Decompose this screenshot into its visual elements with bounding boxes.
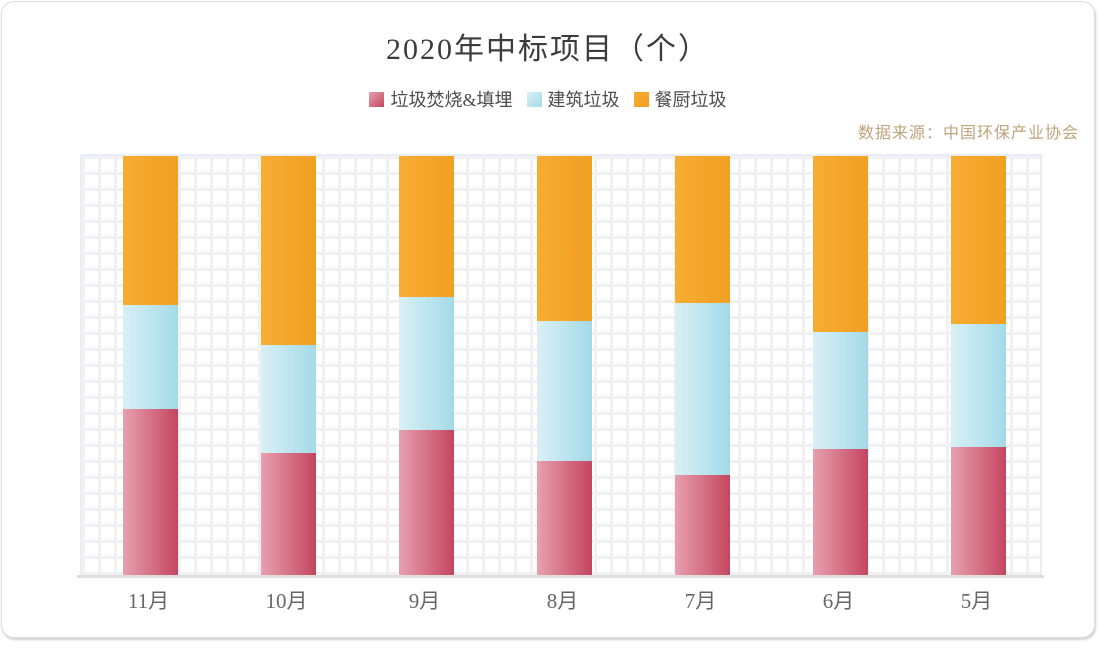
bar-segment-建筑垃圾[interactable] (261, 344, 316, 454)
bar-segment-建筑垃圾[interactable] (537, 321, 592, 462)
data-source-note: 数据来源：中国环保产业协会 (857, 125, 1079, 142)
x-axis-label-8月: 8月 (546, 589, 579, 613)
legend-item-construction-waste[interactable]: 建筑垃圾 (526, 86, 620, 112)
plot-area (80, 154, 1042, 575)
legend-item-kitchen-waste[interactable]: 餐厨垃圾 (633, 86, 727, 112)
legend-label: 建筑垃圾 (547, 90, 620, 110)
legend: 垃圾焚烧&填埋 建筑垃圾 餐厨垃圾 (2, 86, 1094, 112)
bar-10月[interactable] (261, 156, 316, 575)
bar-segment-垃圾焚烧&填埋[interactable] (399, 430, 454, 575)
bar-segment-餐厨垃圾[interactable] (537, 156, 592, 322)
chart-title: 2020年中标项目（个） (386, 33, 710, 66)
legend-swatch-kitchen-waste (633, 91, 649, 107)
x-axis-label-5月: 5月 (960, 589, 993, 613)
x-axis-label-10月: 10月 (265, 589, 308, 613)
bar-segment-垃圾焚烧&填埋[interactable] (813, 449, 868, 575)
legend-swatch-construction-waste (526, 91, 542, 107)
bar-segment-建筑垃圾[interactable] (675, 302, 730, 476)
bar-segment-建筑垃圾[interactable] (951, 324, 1006, 447)
x-axis-label-11月: 11月 (127, 589, 170, 613)
bar-segment-餐厨垃圾[interactable] (261, 156, 316, 345)
legend-swatch-incineration-landfill (369, 91, 385, 107)
bar-segment-垃圾焚烧&填埋[interactable] (261, 453, 316, 575)
chart-card: 2020年中标项目（个） 垃圾焚烧&填埋 建筑垃圾 餐厨垃圾 数据来源：中国环保… (1, 1, 1095, 638)
legend-label: 垃圾焚烧&填埋 (390, 90, 513, 110)
bar-segment-餐厨垃圾[interactable] (951, 156, 1006, 325)
bar-segment-餐厨垃圾[interactable] (399, 156, 454, 297)
bar-5月[interactable] (951, 156, 1006, 575)
bar-segment-垃圾焚烧&填埋[interactable] (675, 475, 730, 575)
bar-7月[interactable] (675, 156, 730, 575)
x-axis-label-6月: 6月 (822, 589, 855, 613)
bar-6月[interactable] (813, 156, 868, 575)
x-axis-line (77, 575, 1044, 578)
bar-segment-建筑垃圾[interactable] (123, 304, 178, 409)
x-axis-label-7月: 7月 (684, 589, 717, 613)
bar-segment-垃圾焚烧&填埋[interactable] (951, 446, 1006, 575)
bar-segment-餐厨垃圾[interactable] (813, 156, 868, 333)
bar-segment-餐厨垃圾[interactable] (675, 156, 730, 303)
bar-segment-建筑垃圾[interactable] (399, 296, 454, 431)
bar-11月[interactable] (123, 156, 178, 575)
legend-item-incineration-landfill[interactable]: 垃圾焚烧&填埋 (369, 86, 513, 112)
x-axis-labels: 11月 10月 9月 8月 7月 6月 5月 (80, 585, 1042, 615)
bar-8月[interactable] (537, 156, 592, 575)
legend-label: 餐厨垃圾 (654, 90, 727, 110)
bar-9月[interactable] (399, 156, 454, 575)
bar-segment-餐厨垃圾[interactable] (123, 156, 178, 305)
bar-segment-垃圾焚烧&填埋[interactable] (123, 408, 178, 575)
bar-segment-建筑垃圾[interactable] (813, 332, 868, 450)
bar-segment-垃圾焚烧&填埋[interactable] (537, 461, 592, 575)
x-axis-label-9月: 9月 (408, 589, 441, 613)
